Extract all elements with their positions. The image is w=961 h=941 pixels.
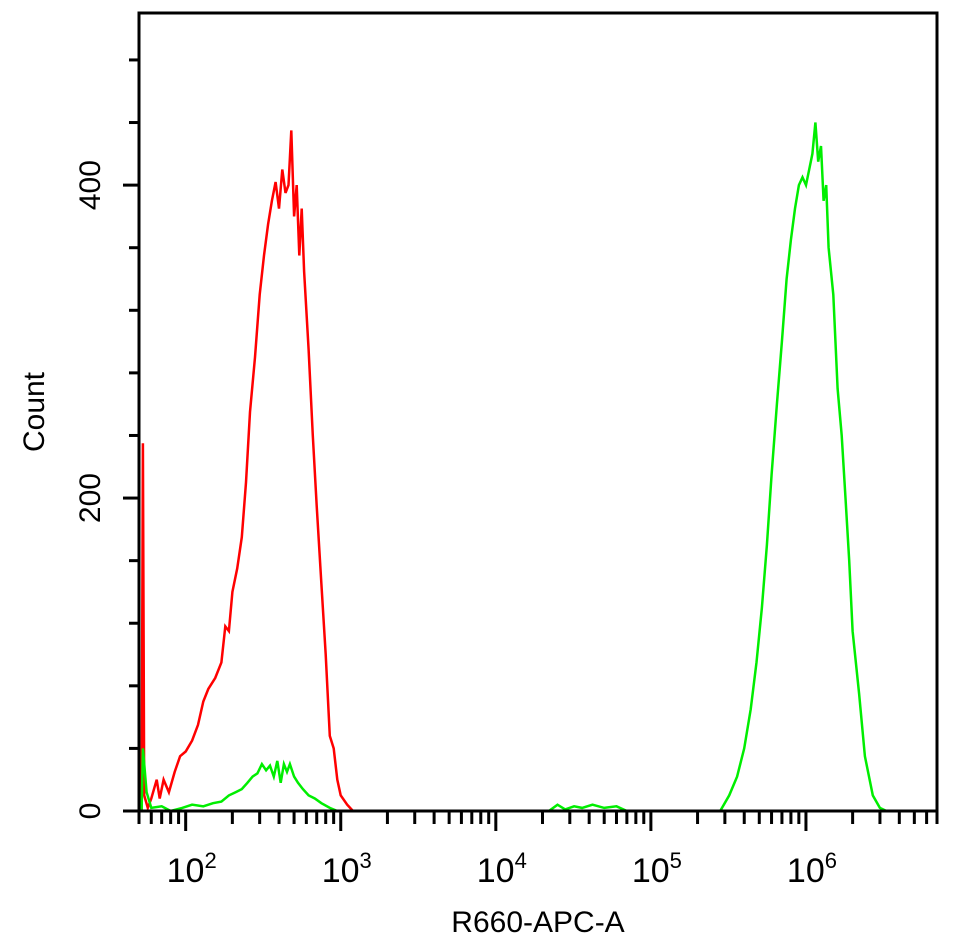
y-axis-title: Count (18, 371, 51, 452)
x-tick-label: 105 (632, 848, 682, 890)
y-tick-label: 400 (74, 160, 107, 210)
x-tick-label: 102 (167, 848, 217, 890)
x-tick-label: 106 (787, 848, 837, 890)
y-tick-label: 0 (74, 803, 107, 820)
x-axis-tick-labels: 102 103 104 105 106 (167, 848, 837, 890)
y-tick-label: 200 (74, 473, 107, 523)
x-axis-ticks (137, 811, 939, 831)
x-axis-title: R660-APC-A (451, 906, 624, 939)
y-axis-tick-labels: 0 200 400 (74, 160, 107, 819)
plot-frame (137, 11, 939, 813)
series-layer (140, 122, 887, 813)
x-tick-label: 104 (477, 848, 527, 890)
x-tick-label: 103 (322, 848, 372, 890)
series-line-2 (140, 122, 887, 813)
y-axis-ticks (123, 58, 139, 813)
series-line-1 (140, 130, 359, 813)
